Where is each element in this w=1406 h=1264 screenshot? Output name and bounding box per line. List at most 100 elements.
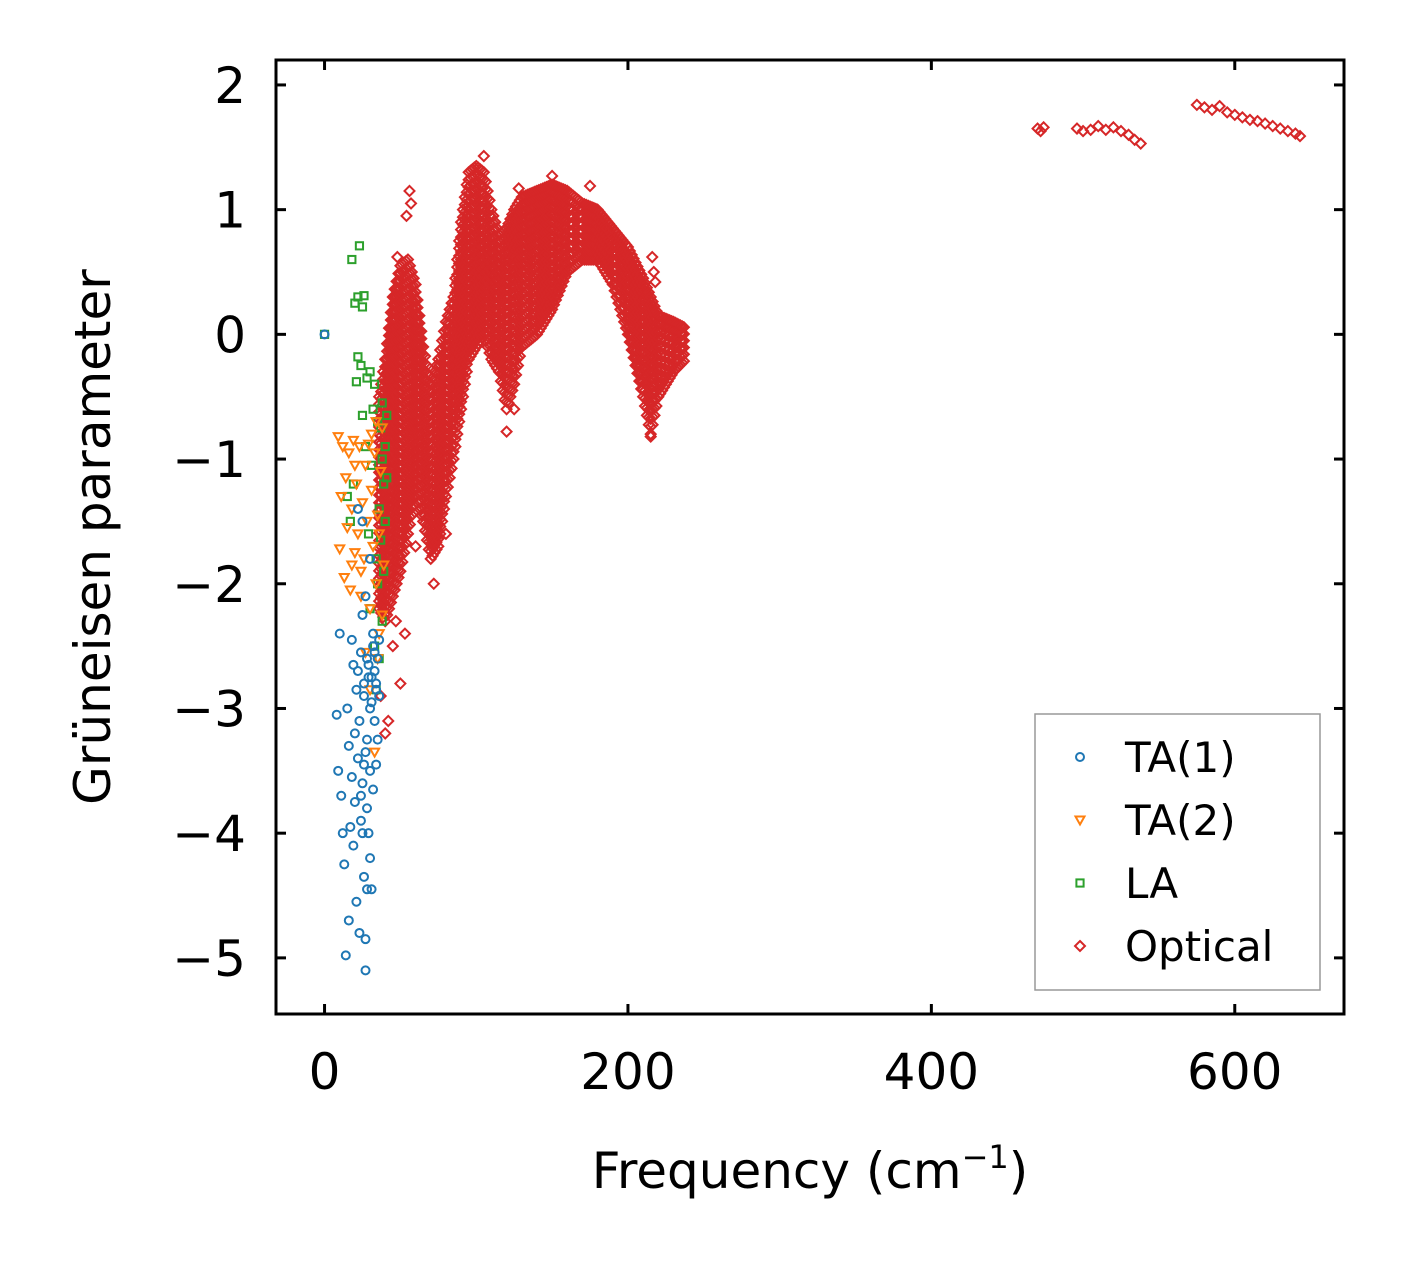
- optical-point: [393, 564, 407, 578]
- series-ta-1-: [319, 329, 385, 976]
- data-point: [375, 610, 389, 622]
- legend-label: Optical: [1125, 922, 1273, 971]
- optical-point: [488, 215, 502, 229]
- optical-point: [395, 555, 409, 569]
- data-point: [357, 828, 368, 839]
- data-point: [415, 465, 429, 478]
- x-tick-label: 600: [1187, 1043, 1282, 1101]
- data-point: [362, 803, 373, 814]
- data-point: [1034, 124, 1048, 138]
- optical-point: [509, 368, 523, 382]
- data-point: [371, 684, 382, 695]
- plot-frame: [274, 58, 1346, 1016]
- data-point: [1190, 98, 1204, 112]
- data-point: [339, 473, 352, 485]
- data-point: [477, 149, 491, 163]
- optical-point: [401, 527, 415, 541]
- x-axis-title: Frequency (cm−1): [592, 1138, 1029, 1200]
- data-point: [1273, 122, 1287, 136]
- x-tick-label: 400: [884, 1043, 979, 1101]
- optical-point: [435, 514, 449, 528]
- data-point: [353, 352, 363, 362]
- optical-point: [649, 399, 663, 413]
- data-point: [1106, 120, 1120, 134]
- data-point: [354, 715, 365, 726]
- data-point: [331, 432, 345, 444]
- data-point: [352, 753, 363, 764]
- data-point: [1243, 113, 1257, 127]
- data-point: [362, 653, 373, 664]
- data-point: [377, 454, 387, 464]
- x-axis-title-main: Frequency (cm: [592, 1142, 962, 1200]
- data-point: [369, 647, 380, 658]
- series-optical: [372, 98, 1307, 740]
- optical-point: [646, 295, 660, 309]
- optical-point: [456, 390, 470, 404]
- data-point: [359, 291, 369, 301]
- data-point: [366, 884, 377, 895]
- optical-point: [640, 281, 654, 295]
- data-point: [360, 516, 374, 528]
- data-point: [374, 467, 387, 479]
- optical-point: [397, 546, 411, 560]
- optical-point: [677, 354, 691, 368]
- optical-point: [439, 490, 453, 503]
- optical-point: [677, 341, 691, 354]
- data-point: [368, 448, 381, 460]
- optical-point: [458, 377, 472, 391]
- y-tick-label: 2: [214, 57, 246, 115]
- data-point: [357, 302, 368, 312]
- optical-point: [411, 293, 424, 307]
- data-point: [370, 379, 380, 389]
- data-point: [365, 429, 378, 441]
- data-point: [647, 265, 661, 279]
- optical-point: [621, 240, 635, 254]
- y-tick-label: −5: [172, 930, 246, 988]
- optical-point: [636, 271, 650, 285]
- axis-ticks: 0 200 400 600 2 1 0 −1 −2 −3 −4 −5: [172, 57, 1344, 1101]
- optical-point: [625, 248, 639, 262]
- x-tick-label: 200: [580, 1043, 675, 1101]
- data-point: [352, 666, 363, 677]
- data-point: [358, 691, 369, 701]
- data-point: [359, 647, 372, 659]
- data-point: [1220, 105, 1234, 119]
- data-point: [363, 529, 374, 539]
- data-point: [400, 209, 413, 223]
- data-point: [368, 784, 379, 795]
- data-point: [648, 275, 662, 289]
- data-point: [1070, 122, 1084, 136]
- optical-point: [403, 518, 417, 531]
- data-point: [368, 628, 379, 639]
- data-point: [381, 714, 395, 728]
- optical-point: [407, 271, 421, 285]
- data-point: [583, 179, 597, 193]
- optical-point: [677, 347, 691, 361]
- y-tick-label: 1: [214, 182, 246, 240]
- legend-label: LA: [1125, 859, 1178, 908]
- data-point: [337, 828, 348, 839]
- data-point: [348, 548, 362, 560]
- data-point: [357, 516, 368, 527]
- optical-point: [513, 349, 527, 363]
- optical-point: [401, 253, 415, 266]
- optical-point: [543, 306, 557, 319]
- optical-point: [648, 299, 661, 313]
- data-point: [362, 439, 375, 451]
- data-point: [360, 934, 371, 945]
- optical-point: [447, 452, 460, 466]
- optical-point: [452, 415, 466, 429]
- data-point: [369, 417, 383, 429]
- y-tick-label: −3: [172, 680, 246, 738]
- optical-point: [460, 365, 474, 379]
- optical-point: [644, 427, 658, 441]
- data-point: [393, 677, 407, 690]
- data-point: [500, 425, 514, 439]
- data-point: [363, 672, 374, 683]
- legend-label: TA(1): [1124, 733, 1236, 782]
- data-point: [439, 527, 453, 541]
- legend-label: TA(2): [1124, 796, 1236, 845]
- data-point: [358, 759, 369, 770]
- data-point: [1114, 124, 1128, 138]
- data-point: [398, 627, 412, 641]
